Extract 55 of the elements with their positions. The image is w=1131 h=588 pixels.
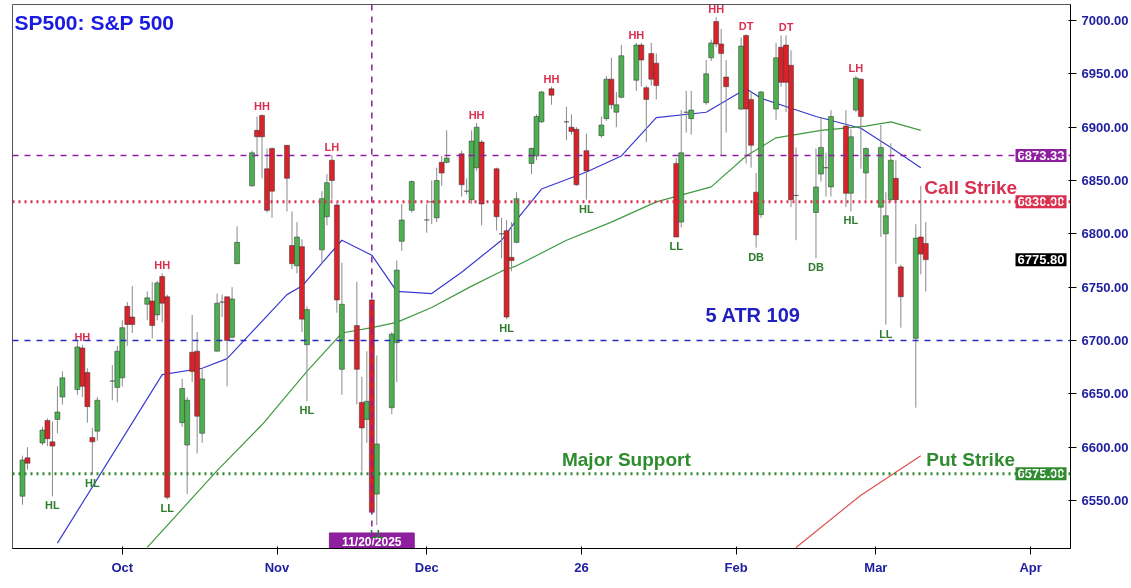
y-tick-label: 6600.00 [1081, 439, 1129, 455]
ref-line-label: 6830.00 [1017, 194, 1065, 210]
annotation: HL [579, 202, 595, 215]
y-tick-label: 6800.00 [1081, 226, 1129, 242]
annotation: HL [843, 214, 859, 227]
ref-line-label: 6575.00 [1017, 466, 1065, 482]
annotation: DB [748, 250, 765, 263]
candlestick [399, 203, 405, 252]
y-tick-label: 6750.00 [1081, 279, 1129, 295]
annotation: Call Strike [924, 176, 1018, 198]
annotation: HH [708, 3, 725, 16]
annotation: DB [808, 261, 824, 274]
annotation: HH [154, 259, 171, 272]
y-tick-label: 6650.00 [1081, 386, 1129, 402]
x-tick-label: Apr [1019, 559, 1042, 575]
x-tick-label: Dec [414, 559, 439, 575]
candlestick [234, 225, 240, 265]
annotation: HL [45, 499, 61, 512]
ref-line-label: 6873.33 [1017, 148, 1065, 164]
candlestick [643, 85, 650, 143]
y-tick-label: 6550.00 [1081, 493, 1129, 508]
annotation: HL [299, 404, 315, 417]
annotation: LH [324, 140, 340, 153]
candlestick [688, 90, 694, 136]
annotation: HH [628, 28, 645, 41]
y-tick-label: 7000.00 [1081, 13, 1129, 28]
y-tick-label: 6900.00 [1081, 119, 1129, 135]
annotation: Put Strike [926, 448, 1016, 470]
annotation: 5 ATR 109 [705, 303, 800, 326]
annotation: LH [848, 61, 864, 74]
y-tick-label: 6850.00 [1081, 173, 1129, 188]
annotation: DT [738, 20, 754, 33]
x-tick-label: Nov [264, 559, 291, 575]
line-series [146, 121, 922, 549]
candlestick [583, 133, 590, 201]
annotation: LL [879, 327, 893, 340]
annotation: HL [499, 322, 515, 335]
y-tick-label: 6700.00 [1081, 333, 1129, 348]
annotation: HH [254, 100, 271, 113]
x-tick-label: Feb [724, 559, 748, 575]
annotation: HH [468, 108, 485, 121]
annotation: DT [778, 21, 794, 34]
annotation: HH [543, 72, 560, 85]
annotation: LL [669, 240, 684, 253]
annotation: LL [160, 502, 175, 515]
annotation: HH [74, 330, 91, 343]
x-tick-label: Oct [111, 559, 134, 575]
y-tick-label: 6950.00 [1081, 66, 1129, 82]
candlestick [548, 86, 555, 106]
chart-title: SP500: S&P 500 [14, 10, 175, 34]
x-tick-label: Mar [864, 559, 888, 575]
annotation: 6775.80 [1017, 252, 1065, 268]
candlestick [423, 203, 430, 234]
annotation: Major Support [561, 448, 692, 470]
x-tick-label: 26 [574, 559, 589, 575]
